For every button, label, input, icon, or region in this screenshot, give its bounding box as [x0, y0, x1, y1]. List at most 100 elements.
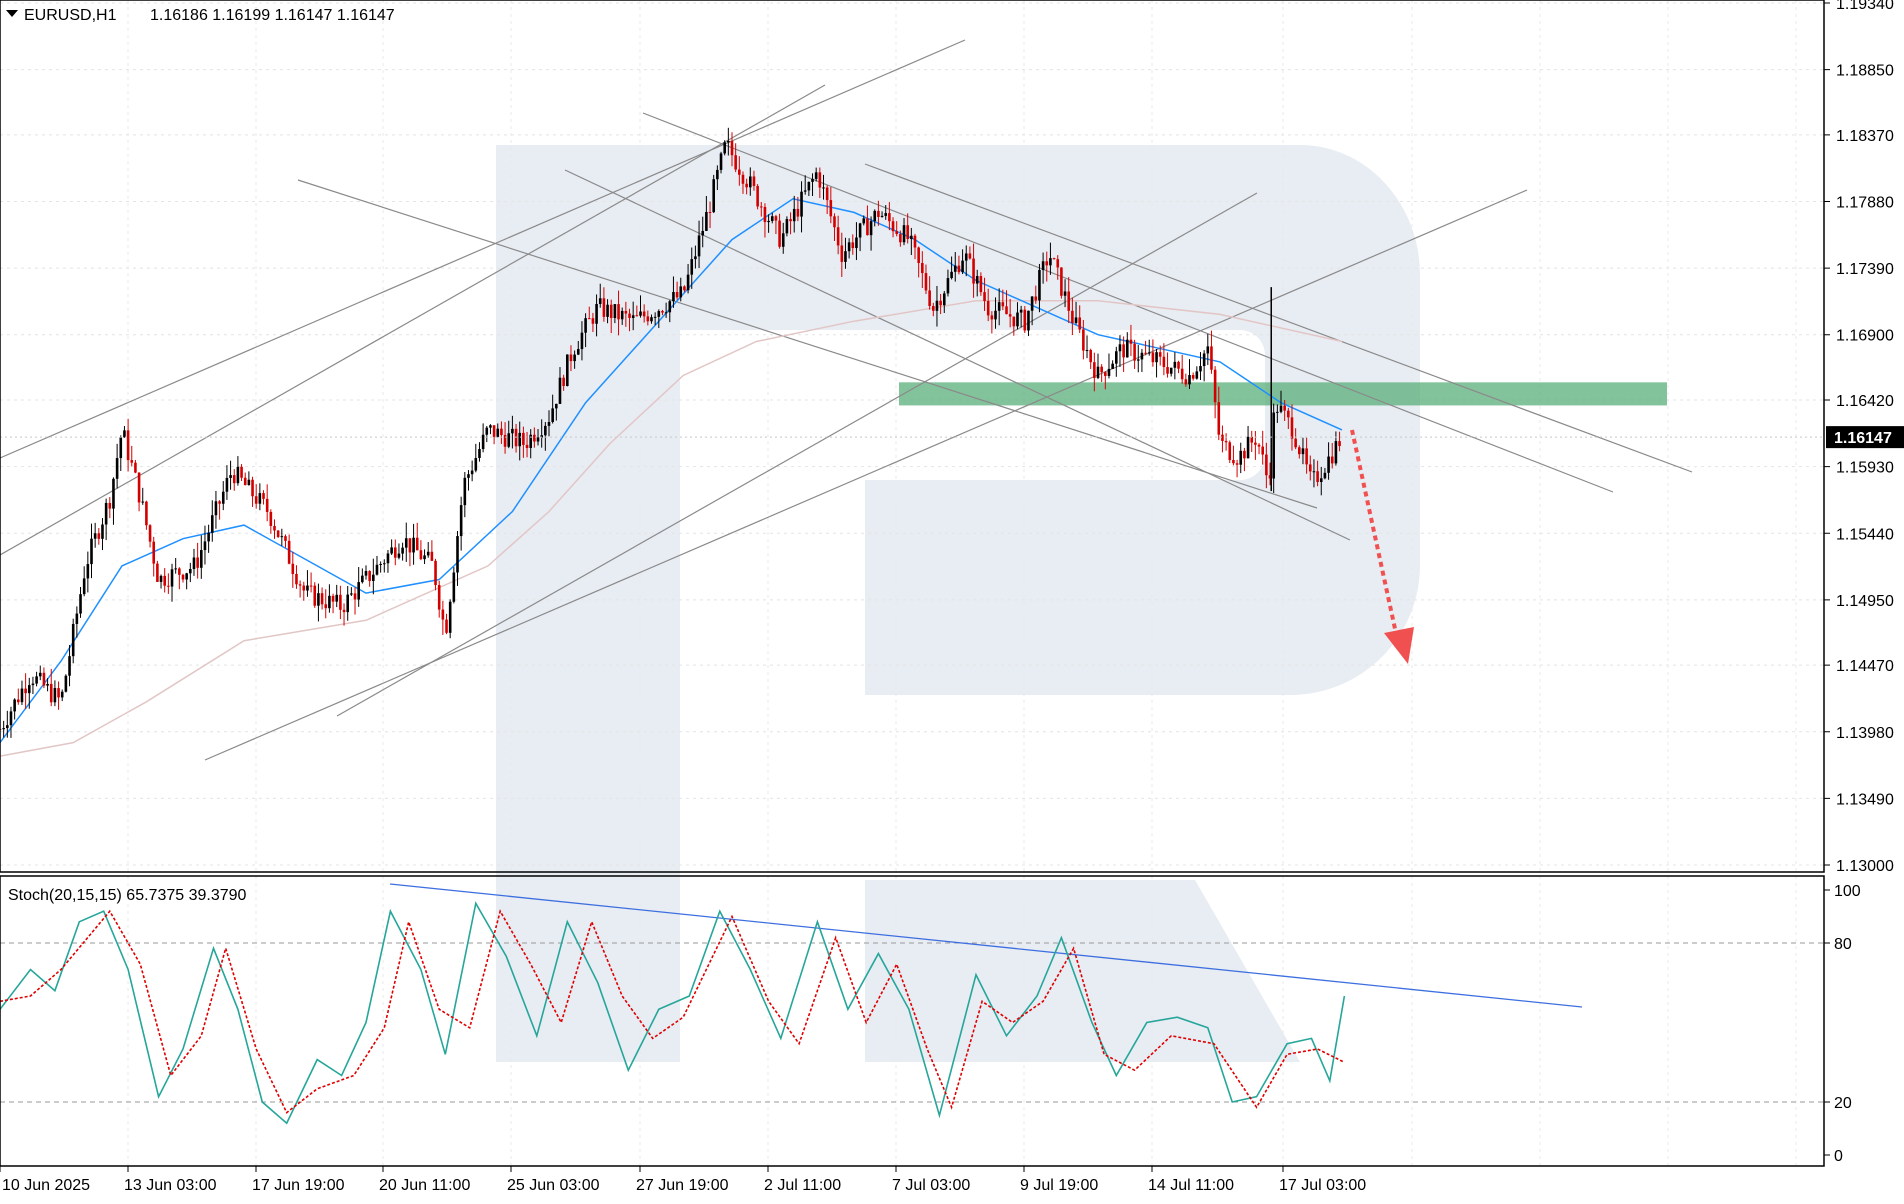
candle-body [584, 318, 587, 333]
candle-body [459, 505, 463, 537]
candle-body [9, 711, 13, 726]
time-tick-label: 25 Jun 03:00 [507, 1177, 600, 1194]
candle-body [156, 563, 159, 582]
stoch-tick-label: 100 [1834, 883, 1861, 900]
candle-body [24, 688, 27, 694]
stoch-tick-label: 20 [1834, 1095, 1852, 1112]
candle-body [544, 425, 547, 436]
price-panel-frame [0, 0, 1825, 873]
trend-line-2 [0, 84, 826, 556]
candle-body [686, 274, 690, 291]
dropdown-arrow-icon[interactable] [6, 10, 18, 17]
candle-body [1027, 310, 1030, 331]
ohlc-values: 1.16186 1.16199 1.16147 1.16147 [150, 7, 395, 24]
candle-body [1049, 258, 1052, 266]
candle-body [661, 311, 664, 313]
candle-body [928, 290, 931, 307]
candle-body [75, 613, 79, 624]
candle-body [295, 573, 298, 585]
trend-line-3 [297, 179, 1318, 509]
candle-body [1155, 352, 1158, 363]
candle-body [2, 728, 5, 730]
candle-body [679, 286, 683, 298]
candle-body [1298, 447, 1301, 455]
candle-body [946, 278, 950, 294]
candle-body [880, 215, 884, 217]
candle-body [357, 582, 360, 600]
candle-body [243, 477, 247, 486]
candle-body [60, 691, 64, 698]
candle-body [807, 181, 811, 191]
candle-body [181, 574, 185, 580]
candle-body [1045, 261, 1049, 266]
candle-body [152, 541, 156, 564]
candle-body [423, 555, 426, 560]
candle-body [1323, 472, 1327, 479]
stoch-trend-line[interactable] [389, 883, 1583, 1008]
candle-body [917, 247, 920, 263]
candle-body [540, 435, 543, 438]
candle-body [225, 477, 229, 492]
candle-body [683, 286, 686, 291]
candle-body [1107, 368, 1111, 376]
candle-body [474, 457, 478, 471]
candlesticks [0, 127, 1341, 738]
candle-body [558, 377, 562, 404]
candle-body [1246, 436, 1250, 459]
price-tick-label: 1.13980 [1836, 725, 1894, 742]
candle-body [1034, 296, 1038, 301]
candle-body [800, 191, 803, 217]
candle-body [104, 502, 108, 525]
candle-body [844, 251, 847, 262]
candle-body [741, 174, 745, 184]
candle-body [1235, 463, 1239, 465]
candle-body [309, 585, 313, 587]
candle-body [811, 178, 814, 182]
candle-body [609, 304, 613, 318]
trend-lines[interactable] [0, 39, 1693, 761]
candle-body [1052, 258, 1056, 260]
resistance-zone[interactable] [899, 382, 1667, 406]
stoch-tick-label: 80 [1834, 936, 1852, 953]
candle-body [101, 524, 104, 539]
candle-body [79, 594, 82, 614]
candle-body [1133, 343, 1136, 361]
candle-body [964, 253, 968, 261]
candle-body [734, 155, 737, 170]
candle-body [53, 688, 57, 703]
candle-body [97, 533, 101, 539]
candle-body [1060, 267, 1063, 296]
candle-body [990, 315, 994, 320]
candle-body [178, 568, 181, 575]
candle-body [320, 593, 324, 605]
candle-body [463, 477, 467, 506]
candle-body [899, 233, 902, 243]
candle-body [430, 551, 434, 561]
candle-body [1210, 346, 1213, 370]
candle-body [910, 235, 913, 240]
candle-body [1074, 317, 1078, 323]
candle-body [167, 585, 170, 587]
candle-body [214, 501, 218, 516]
candle-body [727, 140, 730, 143]
candle-body [1169, 367, 1173, 374]
candle-body [496, 428, 500, 437]
candle-body [1180, 368, 1184, 380]
candle-body [547, 421, 551, 426]
candle-body [1173, 361, 1177, 368]
candle-body [979, 276, 983, 293]
candle-body [265, 498, 269, 512]
time-tick-label: 9 Jul 19:00 [1020, 1177, 1098, 1194]
candle-body [210, 515, 214, 533]
candle-body [452, 572, 456, 602]
current-price-value: 1.16147 [1834, 430, 1892, 447]
candle-body [130, 460, 134, 463]
candle-body [858, 223, 862, 238]
candle-body [1023, 309, 1027, 331]
candle-body [884, 213, 888, 216]
candle-body [1115, 351, 1118, 364]
candle-body [825, 187, 829, 201]
candle-body [112, 478, 115, 509]
stoch-tick-label: 0 [1834, 1148, 1843, 1165]
